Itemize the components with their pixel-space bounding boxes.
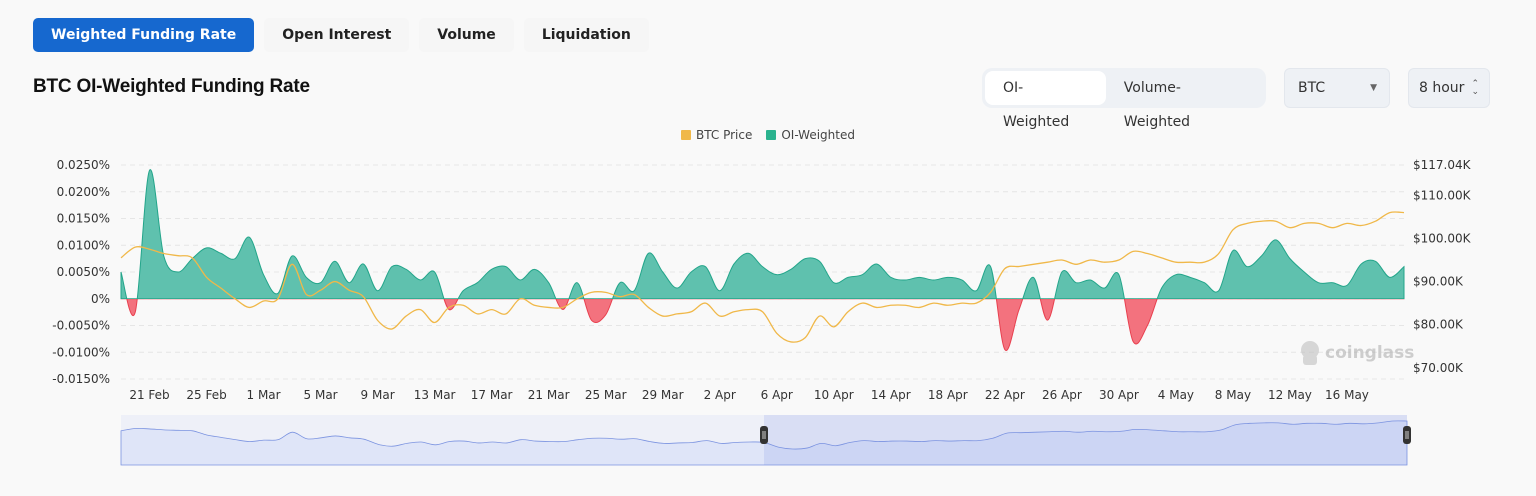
tab-liquidation[interactable]: Liquidation xyxy=(523,18,649,52)
x-tick-label: 17 Mar xyxy=(471,388,513,402)
weighting-toggle: OI-Weighted Volume-Weighted xyxy=(982,68,1266,130)
y-left-tick-label: 0.0150% xyxy=(57,212,110,226)
symbol-value: BTC xyxy=(1298,80,1326,96)
caret-down-icon: ▼ xyxy=(1370,83,1377,93)
chart-legend: BTC Price OI-Weighted xyxy=(0,128,1536,142)
legend-item-price[interactable]: BTC Price xyxy=(681,128,752,142)
positive-funding-area xyxy=(120,169,1405,299)
x-tick-label: 18 Apr xyxy=(928,388,968,402)
btc-price-line xyxy=(120,211,1405,343)
metric-tabs: Weighted Funding Rate Open Interest Volu… xyxy=(33,18,649,52)
x-tick-label: 9 Mar xyxy=(361,388,395,402)
x-tick-label: 16 May xyxy=(1325,388,1369,402)
x-tick-label: 29 Mar xyxy=(642,388,684,402)
y-left-tick-label: -0.0100% xyxy=(52,345,110,359)
legend-item-oi-weighted[interactable]: OI-Weighted xyxy=(766,128,855,142)
x-tick-label: 2 Apr xyxy=(704,388,736,402)
interval-select[interactable]: 8 hour ⌃ ⌄ xyxy=(1408,68,1490,108)
x-tick-label: 4 May xyxy=(1158,388,1194,402)
oi-swatch xyxy=(766,130,777,140)
x-tick-label: 13 Mar xyxy=(414,388,456,402)
tab-open-interest[interactable]: Open Interest xyxy=(264,18,410,52)
x-tick-label: 21 Feb xyxy=(129,388,169,402)
x-tick-label: 8 May xyxy=(1215,388,1251,402)
coinglass-watermark: coinglass xyxy=(1301,341,1414,365)
y-left-tick-label: 0.0050% xyxy=(57,265,110,279)
y-right-tick-label: $117.04K xyxy=(1413,158,1472,172)
y-right-tick-label: $100.00K xyxy=(1413,231,1472,245)
navigator-selection[interactable] xyxy=(764,415,1407,465)
y-left-tick-label: 0.0200% xyxy=(57,185,110,199)
y-left-tick-label: 0% xyxy=(91,292,110,306)
price-swatch xyxy=(681,130,692,140)
y-right-tick-label: $80.00K xyxy=(1413,318,1464,332)
x-tick-label: 25 Mar xyxy=(585,388,627,402)
interval-value: 8 hour xyxy=(1419,80,1465,96)
x-tick-label: 10 Apr xyxy=(814,388,854,402)
range-navigator[interactable] xyxy=(120,415,1411,466)
x-tick-label: 26 Apr xyxy=(1042,388,1082,402)
volume-weighted-option[interactable]: Volume-Weighted xyxy=(1123,80,1191,130)
tab-weighted-funding-rate[interactable]: Weighted Funding Rate xyxy=(33,18,255,52)
up-down-chevron-icon: ⌃ ⌄ xyxy=(1471,79,1479,97)
y-right-tick-label: $110.00K xyxy=(1413,188,1472,202)
x-tick-label: 22 Apr xyxy=(985,388,1025,402)
x-tick-label: 1 Mar xyxy=(247,388,281,402)
y-left-tick-label: -0.0150% xyxy=(52,372,110,386)
navigator-right-handle[interactable] xyxy=(1403,426,1411,444)
x-tick-label: 25 Feb xyxy=(186,388,226,402)
y-left-tick-label: 0.0100% xyxy=(57,238,110,252)
svg-text:coinglass: coinglass xyxy=(1325,343,1414,363)
x-tick-label: 5 Mar xyxy=(304,388,338,402)
x-tick-label: 14 Apr xyxy=(871,388,911,402)
oi-weighted-option[interactable]: OI-Weighted xyxy=(985,71,1106,130)
y-right-tick-label: $70.00K xyxy=(1413,361,1464,375)
x-tick-label: 30 Apr xyxy=(1099,388,1139,402)
y-right-tick-label: $90.00K xyxy=(1413,275,1464,289)
y-left-tick-label: 0.0250% xyxy=(57,158,110,172)
y-left-tick-label: -0.0050% xyxy=(52,319,110,333)
symbol-select[interactable]: BTC ▼ xyxy=(1284,68,1390,108)
negative-funding-area xyxy=(120,299,1405,351)
x-tick-label: 6 Apr xyxy=(761,388,793,402)
navigator-left-handle[interactable] xyxy=(760,426,768,444)
x-tick-label: 21 Mar xyxy=(528,388,570,402)
tab-volume[interactable]: Volume xyxy=(419,18,514,52)
page-title: BTC OI-Weighted Funding Rate xyxy=(33,76,310,97)
x-tick-label: 12 May xyxy=(1268,388,1312,402)
